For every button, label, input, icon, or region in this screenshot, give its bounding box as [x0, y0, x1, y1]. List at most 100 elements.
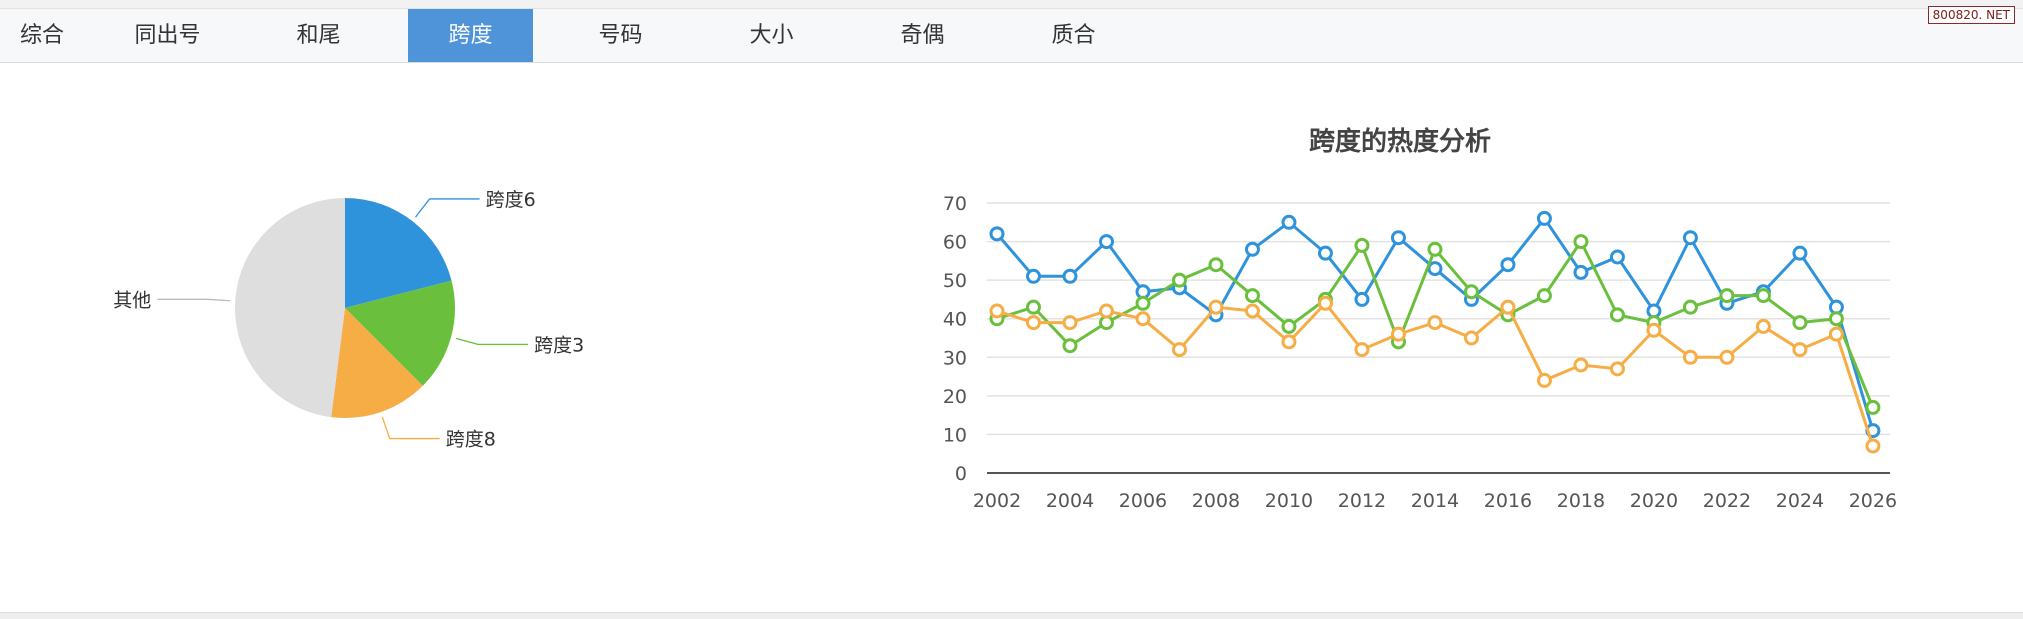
data-point[interactable] — [1244, 288, 1260, 304]
data-point[interactable] — [1609, 249, 1625, 265]
x-tick-label: 2018 — [1557, 490, 1605, 512]
x-tick-label: 2020 — [1630, 490, 1678, 512]
data-point[interactable] — [1865, 399, 1881, 415]
data-point[interactable] — [1865, 438, 1881, 454]
tab-6[interactable]: 奇偶 — [900, 23, 945, 48]
x-tick-label: 2006 — [1119, 490, 1167, 512]
data-point[interactable] — [1609, 307, 1625, 323]
data-point[interactable] — [1244, 303, 1260, 319]
y-tick-label: 10 — [943, 424, 967, 446]
watermark-badge: 800820. NET — [1927, 6, 2015, 24]
pie-slice[interactable] — [234, 198, 345, 418]
data-point[interactable] — [1682, 230, 1698, 246]
x-tick-label: 2008 — [1192, 490, 1240, 512]
data-point[interactable] — [1682, 299, 1698, 315]
data-point[interactable] — [1427, 241, 1443, 257]
data-point[interactable] — [1025, 315, 1041, 331]
data-point[interactable] — [1062, 268, 1078, 284]
data-point[interactable] — [1025, 299, 1041, 315]
line-chart: 跨度的热度分析 0 10 20 30 40 50 60 70 2002 2004 2006 2008 2… — [943, 126, 1897, 512]
data-point[interactable] — [1500, 299, 1516, 315]
x-tick-label: 2002 — [973, 490, 1021, 512]
data-point[interactable] — [1208, 257, 1224, 273]
data-point[interactable] — [1281, 214, 1297, 230]
data-point[interactable] — [989, 303, 1005, 319]
data-point[interactable] — [1281, 318, 1297, 334]
data-point[interactable] — [1427, 315, 1443, 331]
data-point[interactable] — [1792, 245, 1808, 261]
data-point[interactable] — [1719, 349, 1735, 365]
tab-4[interactable]: 号码 — [598, 23, 643, 48]
pie-slice[interactable] — [345, 198, 452, 308]
data-point[interactable] — [1208, 299, 1224, 315]
data-point[interactable] — [1828, 311, 1844, 327]
tab-2[interactable]: 和尾 — [296, 23, 341, 48]
pie-slice[interactable] — [331, 308, 423, 418]
data-point[interactable] — [1171, 272, 1187, 288]
data-point[interactable] — [1573, 264, 1589, 280]
data-point[interactable] — [1646, 322, 1662, 338]
data-point[interactable] — [1682, 349, 1698, 365]
top-border — [0, 0, 2023, 9]
data-point[interactable] — [1062, 315, 1078, 331]
y-tick-label: 50 — [943, 270, 967, 292]
data-point[interactable] — [1427, 261, 1443, 277]
data-point[interactable] — [1025, 268, 1041, 284]
y-tick-label: 60 — [943, 232, 967, 254]
data-point[interactable] — [1354, 237, 1370, 253]
data-point[interactable] — [1536, 210, 1552, 226]
data-point[interactable] — [1792, 315, 1808, 331]
x-tick-label: 2026 — [1849, 490, 1897, 512]
data-point[interactable] — [1536, 372, 1552, 388]
data-point[interactable] — [1317, 245, 1333, 261]
data-point[interactable] — [1244, 241, 1260, 257]
tab-3[interactable]: 跨度 — [408, 9, 533, 62]
data-point[interactable] — [1135, 295, 1151, 311]
data-point[interactable] — [989, 226, 1005, 242]
data-point[interactable] — [1755, 318, 1771, 334]
x-tick-label: 2004 — [1046, 490, 1094, 512]
data-point[interactable] — [1098, 303, 1114, 319]
bottom-border — [0, 612, 2023, 619]
pie-label: 跨度6 — [486, 189, 536, 211]
data-point[interactable] — [1719, 288, 1735, 304]
data-point[interactable] — [1828, 326, 1844, 342]
data-point[interactable] — [1390, 326, 1406, 342]
pie-label-line — [455, 337, 529, 346]
tab-5[interactable]: 大小 — [749, 23, 794, 48]
data-point[interactable] — [1317, 295, 1333, 311]
chart-title: 跨度的热度分析 — [1309, 126, 1491, 157]
data-point[interactable] — [1463, 284, 1479, 300]
data-point[interactable] — [1354, 342, 1370, 358]
data-point[interactable] — [1500, 257, 1516, 273]
tab-7[interactable]: 质合 — [1051, 23, 1096, 48]
data-point[interactable] — [1792, 342, 1808, 358]
data-point[interactable] — [1281, 334, 1297, 350]
y-tick-label: 40 — [943, 309, 967, 331]
pie-label: 跨度8 — [446, 429, 496, 451]
x-tick-label: 2022 — [1703, 490, 1751, 512]
pie-label-line — [157, 298, 231, 302]
tab-0[interactable]: 综合 — [20, 23, 65, 48]
data-point[interactable] — [1536, 288, 1552, 304]
data-point[interactable] — [1573, 234, 1589, 250]
data-point[interactable] — [1463, 330, 1479, 346]
data-point[interactable] — [1390, 230, 1406, 246]
pie-slice[interactable] — [345, 280, 455, 386]
x-tick-label: 2016 — [1484, 490, 1532, 512]
data-point[interactable] — [1609, 361, 1625, 377]
x-tick-label: 2024 — [1776, 490, 1824, 512]
pie-chart: 跨度6 跨度3 跨度8 其他 — [113, 189, 584, 451]
data-point[interactable] — [1171, 342, 1187, 358]
pie-label: 跨度3 — [534, 334, 584, 356]
data-point[interactable] — [1755, 288, 1771, 304]
data-point[interactable] — [1062, 338, 1078, 354]
tab-1[interactable]: 同出号 — [134, 23, 201, 48]
data-point[interactable] — [1354, 291, 1370, 307]
pie-label-line — [381, 416, 440, 440]
data-point[interactable] — [1135, 311, 1151, 327]
x-tick-label: 2010 — [1265, 490, 1313, 512]
data-point[interactable] — [1098, 234, 1114, 250]
pie-label: 其他 — [113, 289, 151, 311]
data-point[interactable] — [1573, 357, 1589, 373]
